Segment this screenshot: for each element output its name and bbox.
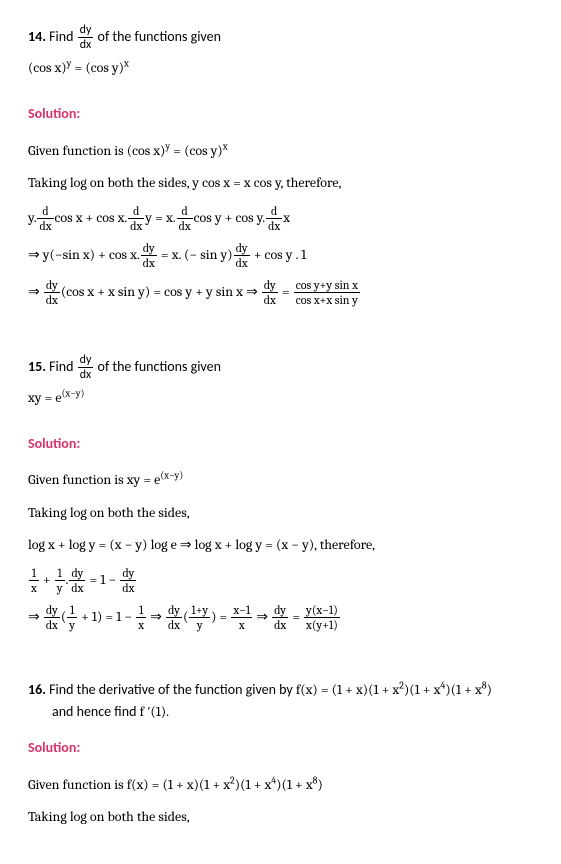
q14-step1: y.ddxcos x + cos x.ddxy = x.ddxcos y + c…: [28, 205, 533, 232]
one-over-y-fraction: 1y: [55, 567, 65, 594]
d-dx-fraction: ddx: [37, 205, 53, 232]
dy-dx-fraction: dydx: [272, 604, 288, 631]
q16-given: Given function is f(x) = (1 + x)(1 + x2)…: [28, 774, 533, 796]
dy-dx-fraction: dydx: [166, 604, 182, 631]
q16-prompt: 16. Find the derivative of the function …: [28, 679, 533, 724]
q14-step3: ⇒ dydx(cos x + x sin y) = cos y + y sin …: [28, 279, 533, 306]
dy-dx-fraction: dydx: [120, 567, 136, 594]
q14-number: 14.: [28, 28, 46, 45]
q15-log-intro: Taking log on both the sides,: [28, 502, 533, 524]
result-fraction: cos y+y sin xcos x+x sin y: [294, 279, 360, 306]
q16-solution-label: Solution:: [28, 737, 533, 759]
one-over-y-fraction: 1y: [67, 604, 77, 631]
q15-step2: ⇒ dydx(1y + 1) = 1 − 1x ⇒ dydx(1+yy) = x…: [28, 604, 533, 631]
q15-given: Given function is xy = e(x−y): [28, 469, 533, 491]
dy-dx-fraction: dydx: [262, 279, 278, 306]
one-over-x-fraction: 1x: [136, 604, 146, 631]
question-15: 15. Find dydx of the functions given xy …: [28, 354, 533, 631]
one-over-x-fraction: 1x: [29, 567, 39, 594]
d-dx-fraction: ddx: [177, 205, 193, 232]
question-16: 16. Find the derivative of the function …: [28, 679, 533, 829]
q14-log-line: Taking log on both the sides, y cos x = …: [28, 172, 533, 194]
q14-given: Given function is (cos x)y = (cos y)x: [28, 140, 533, 162]
d-dx-fraction: ddx: [266, 205, 282, 232]
dy-dx-fraction: dydx: [78, 354, 94, 381]
question-14: 14. Find dydx of the functions given (co…: [28, 24, 533, 306]
q14-equation: (cos x)y = (cos y)x: [28, 57, 533, 79]
q15-step1: 1x + 1y.dydx = 1 − dydx: [28, 567, 533, 594]
q15-solution-label: Solution:: [28, 433, 533, 455]
q15-prompt-pre: Find: [49, 357, 77, 374]
q16-log-intro: Taking log on both the sides,: [28, 806, 533, 828]
q14-solution-label: Solution:: [28, 103, 533, 125]
q16-number: 16.: [28, 681, 46, 698]
q15-equation: xy = e(x−y): [28, 387, 533, 409]
d-dx-fraction: ddx: [128, 205, 144, 232]
q14-prompt: 14. Find dydx of the functions given: [28, 24, 533, 51]
q15-prompt: 15. Find dydx of the functions given: [28, 354, 533, 381]
dy-dx-fraction: dydx: [234, 242, 250, 269]
fraction: x−1x: [231, 604, 252, 631]
q14-prompt-post: of the functions given: [94, 28, 221, 45]
dy-dx-fraction: dydx: [69, 567, 85, 594]
q15-prompt-post: of the functions given: [94, 357, 221, 374]
dy-dx-fraction: dydx: [44, 604, 60, 631]
q15-log-line: log x + log y = (x − y) log e ⇒ log x + …: [28, 534, 533, 556]
result-fraction: y(x−1)x(y+1): [304, 604, 340, 631]
q14-step2: ⇒ y(−sin x) + cos x.dydx = x. (− sin y)d…: [28, 242, 533, 269]
dy-dx-fraction: dydx: [44, 279, 60, 306]
fraction: 1+yy: [189, 604, 210, 631]
dy-dx-fraction: dydx: [78, 24, 94, 51]
q15-number: 15.: [28, 357, 46, 374]
dy-dx-fraction: dydx: [141, 242, 157, 269]
q14-prompt-pre: Find: [49, 28, 77, 45]
